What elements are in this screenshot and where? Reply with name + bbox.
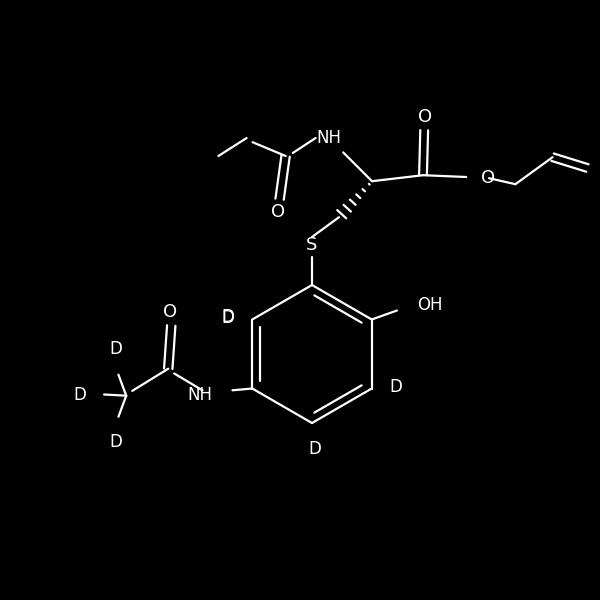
Text: D: D bbox=[221, 310, 234, 328]
Text: NH: NH bbox=[187, 385, 212, 403]
Text: D: D bbox=[390, 379, 403, 396]
Text: NH: NH bbox=[316, 129, 341, 147]
Text: O: O bbox=[271, 203, 286, 221]
Text: O: O bbox=[481, 169, 496, 187]
Text: D: D bbox=[221, 307, 234, 325]
Text: OH: OH bbox=[417, 295, 442, 313]
Text: S: S bbox=[307, 236, 317, 254]
Text: D: D bbox=[109, 433, 122, 451]
Text: D: D bbox=[109, 340, 122, 359]
Text: D: D bbox=[308, 440, 322, 458]
Text: O: O bbox=[163, 304, 177, 322]
Text: D: D bbox=[73, 385, 86, 403]
Text: O: O bbox=[418, 108, 433, 126]
